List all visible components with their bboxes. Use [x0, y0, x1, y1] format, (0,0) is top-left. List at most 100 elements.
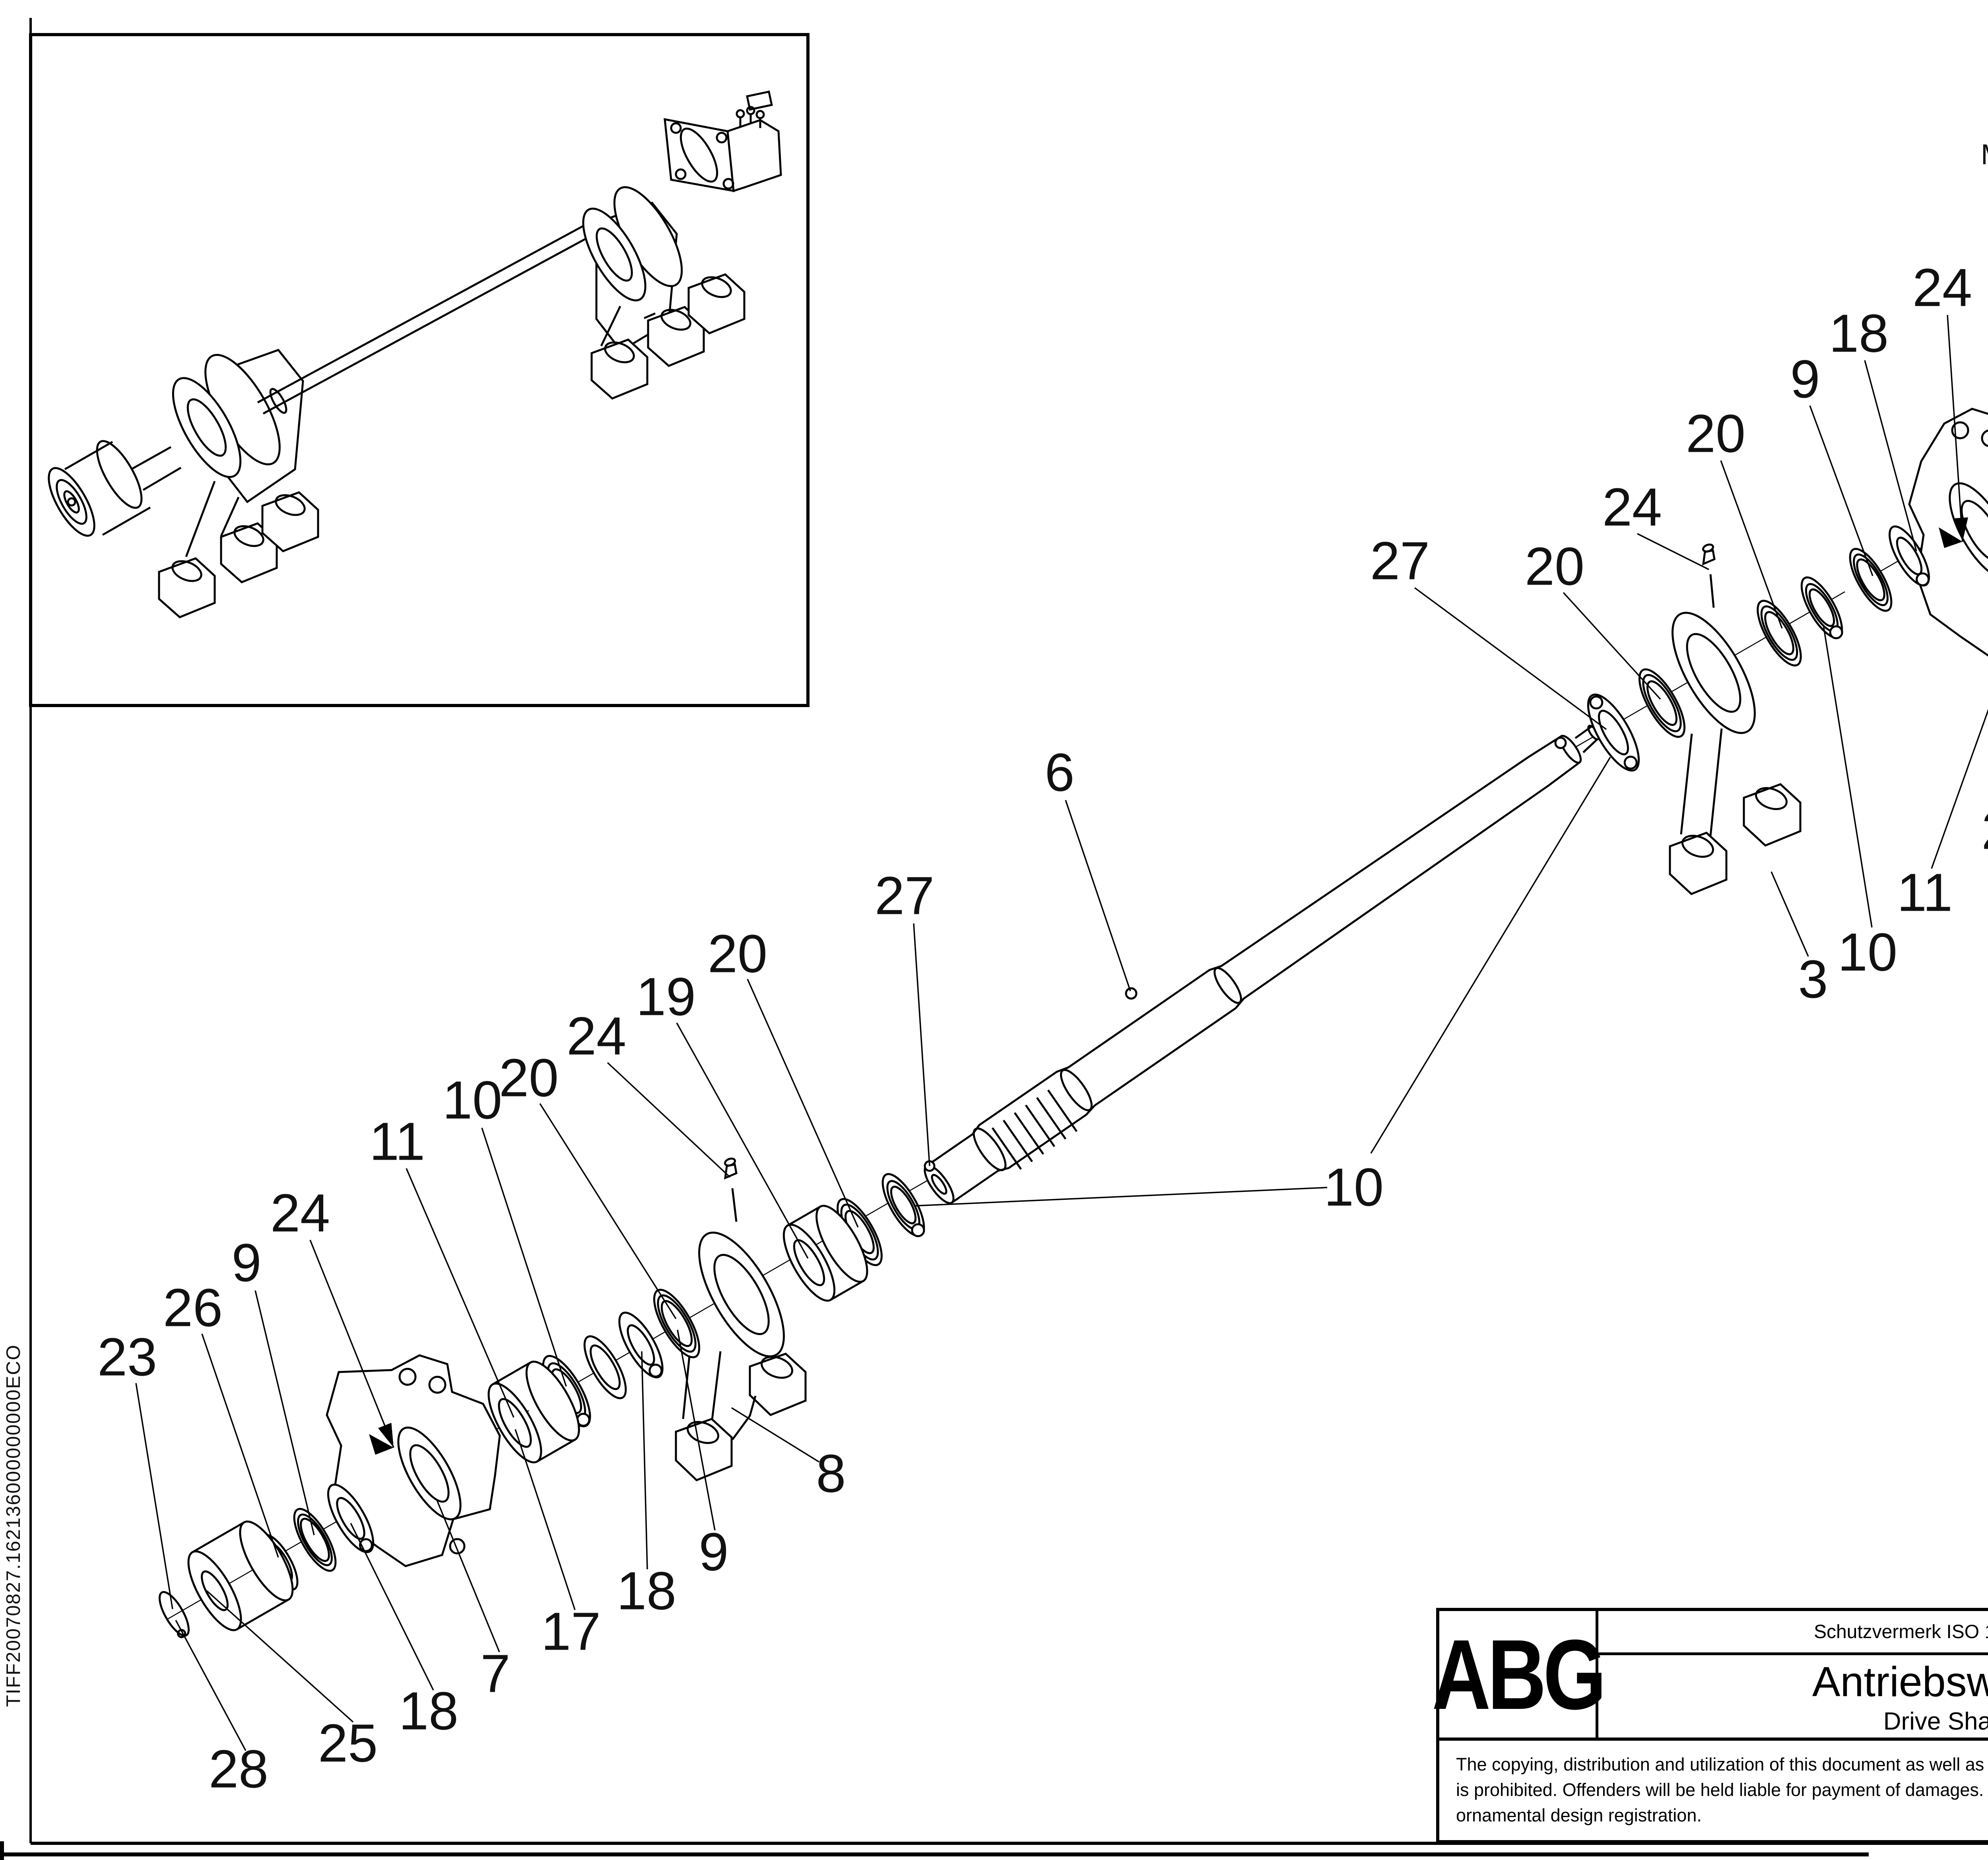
- part-callout: 18: [398, 1681, 459, 1741]
- shaft-part-6: [924, 725, 1600, 1204]
- part-callout: 20: [1524, 536, 1585, 597]
- legal-line: The copying, distribution and utilizatio…: [1456, 1754, 1988, 1774]
- leader-line: [1947, 315, 1963, 542]
- part-callout: 24: [270, 1183, 330, 1243]
- leader-line: [1809, 405, 1873, 576]
- part-callout: 3: [1798, 949, 1828, 1009]
- leader-line: [1563, 592, 1661, 700]
- part-seal-20: [1757, 600, 1802, 667]
- part-callout: 20: [499, 1048, 559, 1108]
- part-callout: 28: [208, 1739, 269, 1799]
- part-callout: 18: [1829, 303, 1889, 363]
- assembled-view-inset: [29, 33, 810, 707]
- part-washer-24: [618, 1312, 664, 1378]
- leader-line: [1414, 587, 1607, 730]
- manufacturer-logo: ABG: [1432, 1611, 1606, 1738]
- part-callout: 19: [636, 966, 696, 1027]
- washers-and-bearings: [158, 525, 1930, 1638]
- leader-line: [913, 923, 930, 1166]
- part-seal-18: [1849, 548, 1893, 612]
- leader-line: [1823, 625, 1873, 928]
- leader-line: [1637, 533, 1709, 570]
- part-seal-20: [1638, 668, 1686, 738]
- part-callout: 10: [442, 1070, 503, 1130]
- leader-arrowhead: [378, 1423, 394, 1448]
- bearing-housing-part-7: [326, 1354, 501, 1567]
- part-callout: 25: [318, 1713, 378, 1773]
- leader-line: [436, 1499, 500, 1652]
- leader-line: [677, 1329, 716, 1531]
- leader-line: [254, 1290, 315, 1535]
- part-washer-18: [327, 1483, 375, 1553]
- leader-line: [481, 1127, 567, 1387]
- legal-notice: The copying, distribution and utilizatio…: [1439, 1738, 1988, 1840]
- arrow-marker: [369, 1434, 394, 1455]
- part-callout: 24: [1602, 477, 1662, 537]
- part-callout: 7: [480, 1643, 511, 1704]
- leader-line: [1771, 871, 1809, 957]
- leader-line: [350, 1523, 434, 1691]
- torque-label-71nm: MA=71Nm: [1981, 138, 1988, 175]
- leader-line: [676, 1022, 809, 1259]
- leader-line: [406, 1168, 514, 1418]
- part-callout: 27: [874, 865, 935, 926]
- leader-line: [747, 979, 859, 1228]
- arrow-marker: [1939, 527, 1963, 548]
- leader-line: [915, 1187, 1328, 1207]
- part-callout: 11: [369, 1111, 425, 1172]
- leader-line: [514, 1429, 576, 1610]
- leader-line: [1370, 757, 1611, 1154]
- leader-line: [175, 1620, 247, 1751]
- legal-line: ornamental design registration.: [1456, 1805, 1702, 1825]
- part-callout: 2: [1981, 804, 1988, 857]
- part-bushing-10: [1800, 576, 1843, 639]
- leader-line: [201, 1333, 279, 1558]
- yoke-part-3: [1669, 543, 1802, 895]
- leader-arrowhead: [1954, 517, 1968, 542]
- part-callout: 23: [97, 1327, 157, 1387]
- part-callout: 26: [163, 1277, 223, 1338]
- leader-line: [731, 1407, 819, 1463]
- part-callout: 20: [707, 923, 768, 984]
- part-snap-ring-23-28: [158, 1591, 190, 1638]
- part-callout: 10: [1837, 922, 1898, 982]
- part-callout: 18: [616, 1561, 677, 1621]
- leader-line: [135, 1383, 173, 1609]
- leader-line: [1720, 460, 1783, 629]
- leader-lines: [135, 315, 1988, 1751]
- part-ring-19: [782, 1205, 868, 1302]
- part-hub-25: [187, 1520, 294, 1631]
- leader-line: [607, 1062, 731, 1178]
- part-ring-19: [583, 1335, 627, 1399]
- scan-id-text: TIFF20070827.162136000000000ECO: [3, 1344, 24, 1707]
- part-callout: 11: [1897, 862, 1953, 923]
- part-callout: 6: [1044, 742, 1075, 803]
- part-washer-24: [1889, 525, 1930, 587]
- part-seal-20: [837, 1198, 883, 1266]
- part-callout: 27: [1370, 531, 1430, 591]
- leader-line: [206, 1590, 354, 1723]
- drawing-title-de: Antriebswelle LH: [1812, 1658, 1988, 1705]
- part-callout: 9: [231, 1232, 262, 1293]
- part-callout: 9: [699, 1522, 729, 1582]
- leader-line: [1931, 709, 1988, 869]
- leader-line: [1864, 360, 1917, 552]
- leader-line: [641, 1351, 648, 1570]
- part-callout: 8: [816, 1443, 846, 1504]
- part-callout: 20: [1685, 403, 1746, 464]
- drawing-title-en: Drive Shaft L.H.: [1883, 1708, 1988, 1735]
- protection-note: Schutzvermerk ISO 16016 beachten.: [1598, 1611, 1988, 1655]
- yoke-part-8: [675, 1157, 807, 1481]
- leader-line: [309, 1240, 394, 1448]
- part-bearing-17: [487, 1361, 580, 1464]
- title-block: ABG Schutzvermerk ISO 16016 beachten. An…: [1432, 1608, 1988, 1843]
- part-callout: 24: [566, 1006, 627, 1066]
- part-callout: 10: [1324, 1157, 1384, 1217]
- legal-line: is prohibited. Offenders will be held li…: [1456, 1780, 1988, 1800]
- part-callout: 24: [1912, 257, 1972, 318]
- bearing-housing-part-2: [1908, 408, 1988, 657]
- part-washer-27: [1587, 693, 1640, 772]
- leader-line: [1065, 800, 1131, 991]
